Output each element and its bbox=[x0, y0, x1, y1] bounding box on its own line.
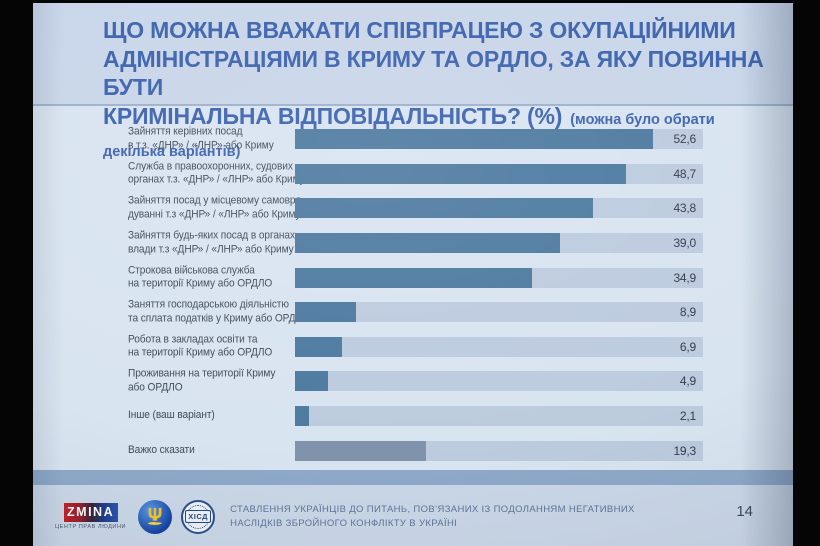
chart-row: Проживання на території Криму або ОРДЛО … bbox=[33, 364, 793, 399]
bar-track: 19,3 bbox=[295, 440, 703, 461]
page-title: ЩО МОЖНА ВВАЖАТИ СПІВПРАЦЕЮ З ОКУПАЦІЙНИ… bbox=[103, 16, 775, 167]
title-line-2: АДМІНІСТРАЦІЯМИ В КРИМУ ТА ОРДЛО, ЗА ЯКУ… bbox=[103, 45, 764, 101]
bar-fill bbox=[295, 163, 627, 184]
bar-track: 34,9 bbox=[295, 267, 703, 288]
bar-label: Проживання на території Криму або ОРДЛО bbox=[128, 367, 276, 394]
bar-track: 6,9 bbox=[295, 336, 703, 357]
bar-fill bbox=[295, 336, 342, 357]
chart-row: Зайняття керівних посад в т.з. «ДНР» / «… bbox=[33, 122, 793, 157]
bar-track: 2,1 bbox=[295, 406, 703, 427]
trident-crimea-logo bbox=[138, 499, 173, 534]
zmina-logo-tagline: центр прав людини bbox=[55, 524, 127, 531]
bar-value: 4,9 bbox=[679, 374, 696, 389]
khisd-logo-text: ХІСД bbox=[185, 510, 211, 523]
bar-fill bbox=[295, 371, 329, 392]
bar-fill bbox=[295, 302, 356, 323]
zmina-logo: ZMINA центр прав людини bbox=[55, 502, 127, 531]
chart-row: Зайняття посад у місцевому самовря- дува… bbox=[33, 191, 793, 226]
chart-row: Важко сказати 19,3 bbox=[33, 433, 793, 468]
bar-track: 48,7 bbox=[295, 163, 703, 184]
bar-rows: Зайняття керівних посад в т.з. «ДНР» / «… bbox=[33, 122, 793, 468]
bar-track: 39,0 bbox=[295, 233, 703, 254]
trident-crimea-icon bbox=[147, 507, 163, 525]
footer-divider-band bbox=[33, 470, 793, 485]
bar-value: 52,6 bbox=[673, 132, 696, 147]
bar-chart: Зайняття керівних посад в т.з. «ДНР» / «… bbox=[33, 108, 793, 470]
bar-label: Робота в закладах освіти та на території… bbox=[128, 333, 273, 359]
bar-value: 39,0 bbox=[673, 236, 696, 251]
bar-label: Зайняття керівних посад в т.з. «ДНР» / «… bbox=[128, 125, 274, 152]
title-line-3: КРИМІНАЛЬНА ВІДПОВІДАЛЬНІСТЬ? (%) bbox=[103, 102, 563, 129]
bar-fill bbox=[295, 267, 533, 288]
bar-value: 19,3 bbox=[673, 443, 696, 458]
bar-track: 4,9 bbox=[295, 371, 703, 392]
page-number: 14 bbox=[736, 503, 753, 520]
bar-value: 6,9 bbox=[679, 339, 696, 354]
bar-value: 8,9 bbox=[679, 305, 696, 320]
chart-row: Строкова військова служба на території К… bbox=[33, 260, 793, 295]
title-panel: ЩО МОЖНА ВВАЖАТИ СПІВПРАЦЕЮ З ОКУПАЦІЙНИ… bbox=[33, 3, 793, 160]
bar-label: Зайняття будь-яких посад в органах влади… bbox=[128, 229, 295, 256]
bar-value: 34,9 bbox=[673, 270, 696, 285]
footer-caption: СТАВЛЕННЯ УКРАЇНЦІВ ДО ПИТАНЬ, ПОВ’ЯЗАНИ… bbox=[230, 503, 635, 530]
bar-label: Інше (ваш варіант) bbox=[128, 409, 215, 422]
footer-caption-line-1: СТАВЛЕННЯ УКРАЇНЦІВ ДО ПИТАНЬ, ПОВ’ЯЗАНИ… bbox=[230, 504, 635, 515]
bar-label: Зайняття посад у місцевому самовря- дува… bbox=[128, 194, 305, 221]
footer: ZMINA центр прав людини ХІСД СТАВЛЕННЯ У… bbox=[33, 485, 793, 546]
bar-label: Строкова військова служба на території К… bbox=[128, 264, 273, 290]
bar-track: 43,8 bbox=[295, 198, 703, 219]
bar-label: Служба в правоохоронних, судових органах… bbox=[128, 160, 305, 186]
footer-caption-line-2: НАСЛІДКІВ ЗБРОЙНОГО КОНФЛІКТУ В УКРАЇНІ bbox=[230, 517, 458, 529]
bar-value: 48,7 bbox=[673, 166, 696, 181]
chart-row: Інше (ваш варіант) 2,1 bbox=[33, 399, 793, 434]
bar-fill bbox=[295, 129, 653, 150]
bar-fill bbox=[295, 198, 593, 219]
chart-row: Служба в правоохоронних, судових органах… bbox=[33, 157, 793, 192]
title-line-1: ЩО МОЖНА ВВАЖАТИ СПІВПРАЦЕЮ З ОКУПАЦІЙНИ… bbox=[103, 17, 736, 43]
bar-fill bbox=[295, 233, 561, 254]
bar-value: 43,8 bbox=[673, 201, 696, 216]
chart-row: Зайняття будь-яких посад в органах влади… bbox=[33, 226, 793, 261]
bar-track: 52,6 bbox=[295, 129, 703, 150]
title-note: (можна було обрати декілька варіантів) bbox=[103, 111, 715, 161]
chart-row: Заняття господарською діяльністю та спла… bbox=[33, 295, 793, 330]
zmina-logo-text: ZMINA bbox=[63, 502, 118, 522]
bar-track: 8,9 bbox=[295, 302, 703, 323]
khisd-logo: ХІСД bbox=[181, 499, 216, 534]
bar-value: 2,1 bbox=[679, 409, 696, 424]
bar-label: Важко сказати bbox=[128, 443, 195, 456]
bar-fill bbox=[295, 440, 427, 461]
chart-row: Робота в закладах освіти та на території… bbox=[33, 330, 793, 365]
bar-label: Заняття господарською діяльністю та спла… bbox=[128, 298, 310, 325]
slide: ЩО МОЖНА ВВАЖАТИ СПІВПРАЦЕЮ З ОКУПАЦІЙНИ… bbox=[33, 3, 793, 546]
bar-fill bbox=[295, 406, 310, 427]
